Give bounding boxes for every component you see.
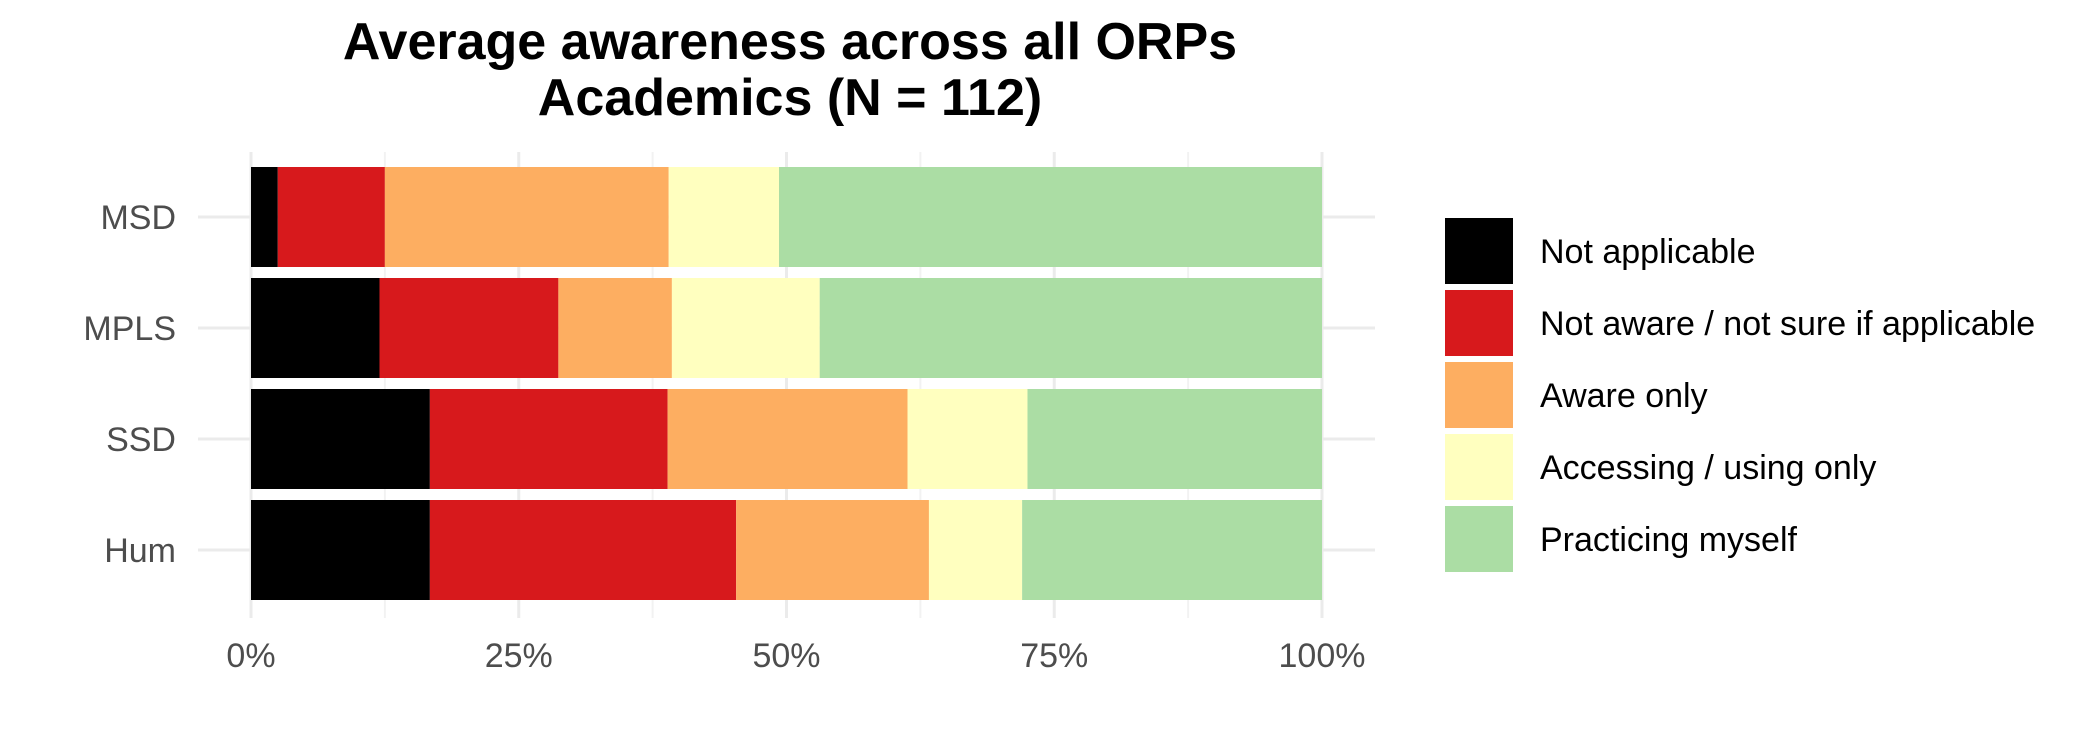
bar-segment — [251, 500, 430, 600]
bar-segment — [668, 167, 780, 267]
x-tick-label: 0% — [226, 637, 275, 675]
y-tick-label: MSD — [100, 199, 176, 237]
bar-segment — [429, 389, 668, 489]
bar-segment — [736, 500, 929, 600]
bar-segment — [819, 278, 1322, 378]
legend-label: Practicing myself — [1540, 521, 1798, 559]
x-tick-label: 100% — [1279, 637, 1366, 675]
legend-key — [1445, 506, 1513, 572]
y-tick-label: MPLS — [83, 310, 176, 348]
legend-key — [1445, 434, 1513, 500]
bar-segment — [1022, 500, 1322, 600]
bar-segment — [277, 167, 385, 267]
x-tick-label: 75% — [1020, 637, 1088, 675]
x-tick-label: 50% — [752, 637, 820, 675]
legend-label: Accessing / using only — [1540, 449, 1876, 487]
chart-title: Average awareness across all ORPs — [342, 13, 1238, 71]
bar-segment — [251, 389, 430, 489]
bar-segment — [251, 278, 380, 378]
bar-segment — [671, 278, 820, 378]
bar-segment — [1027, 389, 1322, 489]
legend-label: Not aware / not sure if applicable — [1540, 305, 2035, 343]
chart-subtitle: Academics (N = 112) — [537, 69, 1043, 127]
bar-segment — [779, 167, 1322, 267]
legend-label: Aware only — [1540, 377, 1708, 415]
bar-segment — [667, 389, 908, 489]
bar-segment — [384, 167, 669, 267]
bar-segment — [429, 500, 737, 600]
bar-segment — [558, 278, 672, 378]
y-tick-label: Hum — [104, 532, 176, 570]
bar-segment — [907, 389, 1028, 489]
legend-key — [1445, 362, 1513, 428]
bar-segment — [251, 167, 278, 267]
legend-label: Not applicable — [1540, 233, 1755, 271]
chart-title-block: Average awareness across all ORPs Academ… — [0, 14, 1580, 126]
legend-key — [1445, 218, 1513, 284]
bar-segment — [379, 278, 559, 378]
y-tick-label: SSD — [106, 421, 176, 459]
bar-segment — [928, 500, 1023, 600]
legend-key — [1445, 290, 1513, 356]
x-tick-label: 25% — [485, 637, 553, 675]
